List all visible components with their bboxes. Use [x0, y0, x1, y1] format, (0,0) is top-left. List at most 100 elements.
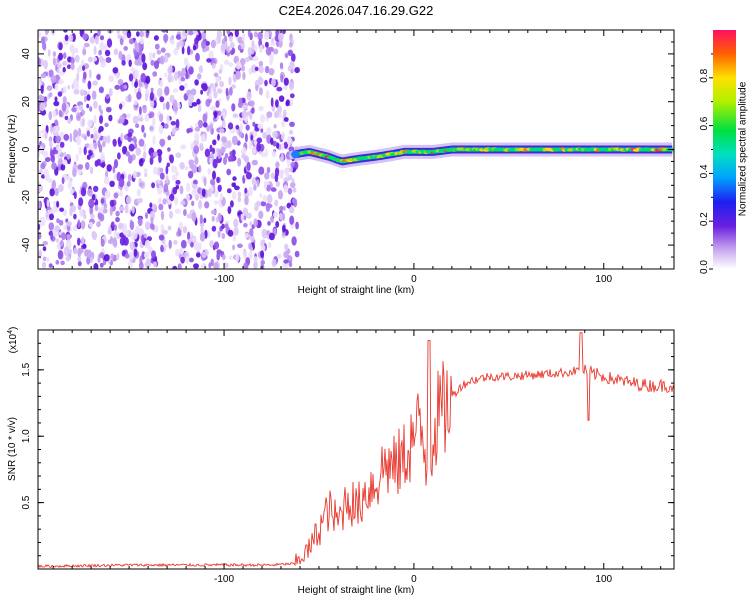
noise-speckle-dot — [119, 115, 125, 124]
noise-speckle-dot — [283, 259, 289, 264]
noise-speckle-dot — [258, 60, 264, 68]
noise-speckle-dot — [219, 128, 225, 134]
noise-speckle-dot — [75, 136, 81, 142]
noise-speckle-dot — [75, 153, 79, 162]
noise-speckle-dot — [83, 213, 87, 220]
noise-speckle-dot — [254, 66, 259, 72]
noise-speckle-dot — [127, 132, 133, 138]
noise-speckle-dot — [57, 91, 63, 97]
noise-speckle-dot — [145, 212, 148, 219]
noise-speckle-dot — [184, 82, 188, 88]
noise-speckle-dot — [193, 179, 198, 186]
noise-speckle-dot — [148, 52, 153, 61]
noise-speckle-dot — [287, 135, 292, 144]
noise-speckle-dot — [262, 132, 268, 139]
noise-speckle-dot — [191, 164, 198, 174]
noise-speckle-dot — [230, 155, 235, 162]
noise-speckle-dot — [89, 166, 94, 175]
noise-speckle-dot — [192, 45, 197, 51]
noise-speckle-dot — [112, 138, 117, 147]
noise-speckle-dot — [56, 68, 60, 74]
noise-speckle-dot — [63, 133, 70, 141]
noise-speckle-dot — [187, 170, 194, 179]
noise-speckle-dot — [261, 229, 268, 239]
noise-speckle-dot — [99, 162, 106, 168]
noise-speckle-dot — [117, 34, 122, 39]
noise-speckle-dot — [63, 30, 68, 33]
noise-speckle-dot — [120, 132, 124, 142]
noise-speckle-dot — [164, 86, 170, 96]
noise-speckle-dot — [199, 142, 204, 151]
noise-speckle-dot — [58, 52, 63, 61]
noise-speckle-dot — [144, 239, 151, 249]
noise-speckle-dot — [233, 227, 239, 236]
noise-speckle-dot — [287, 187, 293, 195]
noise-speckle-dot — [285, 169, 289, 179]
noise-speckle-dot — [48, 222, 55, 231]
noise-speckle-dot — [254, 206, 259, 212]
noise-speckle-dot — [59, 207, 64, 212]
noise-speckle-dot — [93, 185, 99, 193]
noise-speckle-dot — [38, 200, 41, 210]
noise-speckle-dot — [270, 41, 276, 46]
noise-speckle-dot — [174, 208, 181, 214]
noise-speckle-dot — [167, 199, 171, 205]
noise-speckle-dot — [139, 37, 144, 45]
noise-speckle-dot — [57, 250, 64, 260]
noise-speckle-dot — [187, 128, 193, 133]
noise-speckle-dot — [40, 129, 47, 134]
noise-speckle-dot — [112, 165, 116, 174]
noise-speckle-dot — [136, 189, 141, 197]
noise-speckle-dot — [93, 132, 98, 142]
spectrogram-xlabel: Height of straight line (km) — [298, 285, 415, 296]
noise-speckle-dot — [105, 93, 110, 99]
noise-speckle-dot — [256, 200, 261, 207]
noise-speckle-dot — [42, 241, 48, 246]
noise-speckle-dot — [80, 187, 87, 197]
noise-speckle-dot — [156, 87, 163, 98]
noise-speckle-dot — [266, 127, 272, 135]
noise-speckle-dot — [111, 221, 115, 227]
noise-speckle-dot — [99, 35, 105, 41]
noise-speckle-dot — [152, 71, 158, 77]
noise-speckle-dot — [274, 173, 279, 183]
noise-speckle-dot — [89, 36, 95, 44]
noise-speckle-dot — [105, 106, 112, 113]
noise-speckle-dot — [42, 246, 47, 252]
noise-speckle-dot — [103, 254, 110, 262]
noise-speckle-dot — [92, 56, 98, 62]
noise-speckle-dot — [74, 47, 79, 54]
noise-speckle-dot — [251, 107, 255, 114]
colorbar-ticks: 0.0 0.2 0.4 0.6 0.8 — [699, 53, 713, 274]
noise-speckle-dot — [87, 119, 93, 128]
frequency-ridge — [290, 142, 674, 169]
noise-speckle-dot — [56, 200, 60, 208]
noise-speckle-dot — [264, 172, 270, 180]
noise-speckle-dot — [47, 209, 53, 214]
noise-speckle-dot — [268, 68, 275, 76]
noise-speckle-dot — [200, 134, 206, 143]
noise-speckle-dot — [269, 57, 273, 66]
noise-speckle-dot — [165, 175, 169, 184]
noise-speckle-dot — [39, 102, 45, 112]
noise-speckle-dot — [256, 137, 263, 144]
noise-speckle-dot — [83, 71, 87, 80]
colorbar-label: Normalized spectral amplitude — [738, 81, 749, 216]
noise-speckle-dot — [100, 198, 105, 204]
noise-speckle-dot — [227, 122, 234, 130]
noise-speckle-dot — [214, 190, 219, 198]
noise-speckle-dot — [162, 102, 166, 111]
noise-speckle-dot — [167, 147, 171, 152]
noise-speckle-dot — [201, 262, 207, 269]
noise-speckle-dot — [257, 31, 263, 41]
noise-speckle-dot — [247, 30, 251, 38]
noise-speckle-dot — [288, 261, 293, 268]
noise-speckle-dot — [150, 99, 155, 108]
noise-speckle-dot — [58, 109, 63, 118]
noise-speckle-dot — [281, 119, 286, 128]
noise-speckle-dot — [295, 221, 299, 230]
noise-speckle-dot — [187, 45, 191, 56]
noise-speckle-dot — [158, 79, 161, 86]
noise-speckle-dot — [177, 263, 182, 269]
noise-speckle-dot — [197, 119, 204, 129]
